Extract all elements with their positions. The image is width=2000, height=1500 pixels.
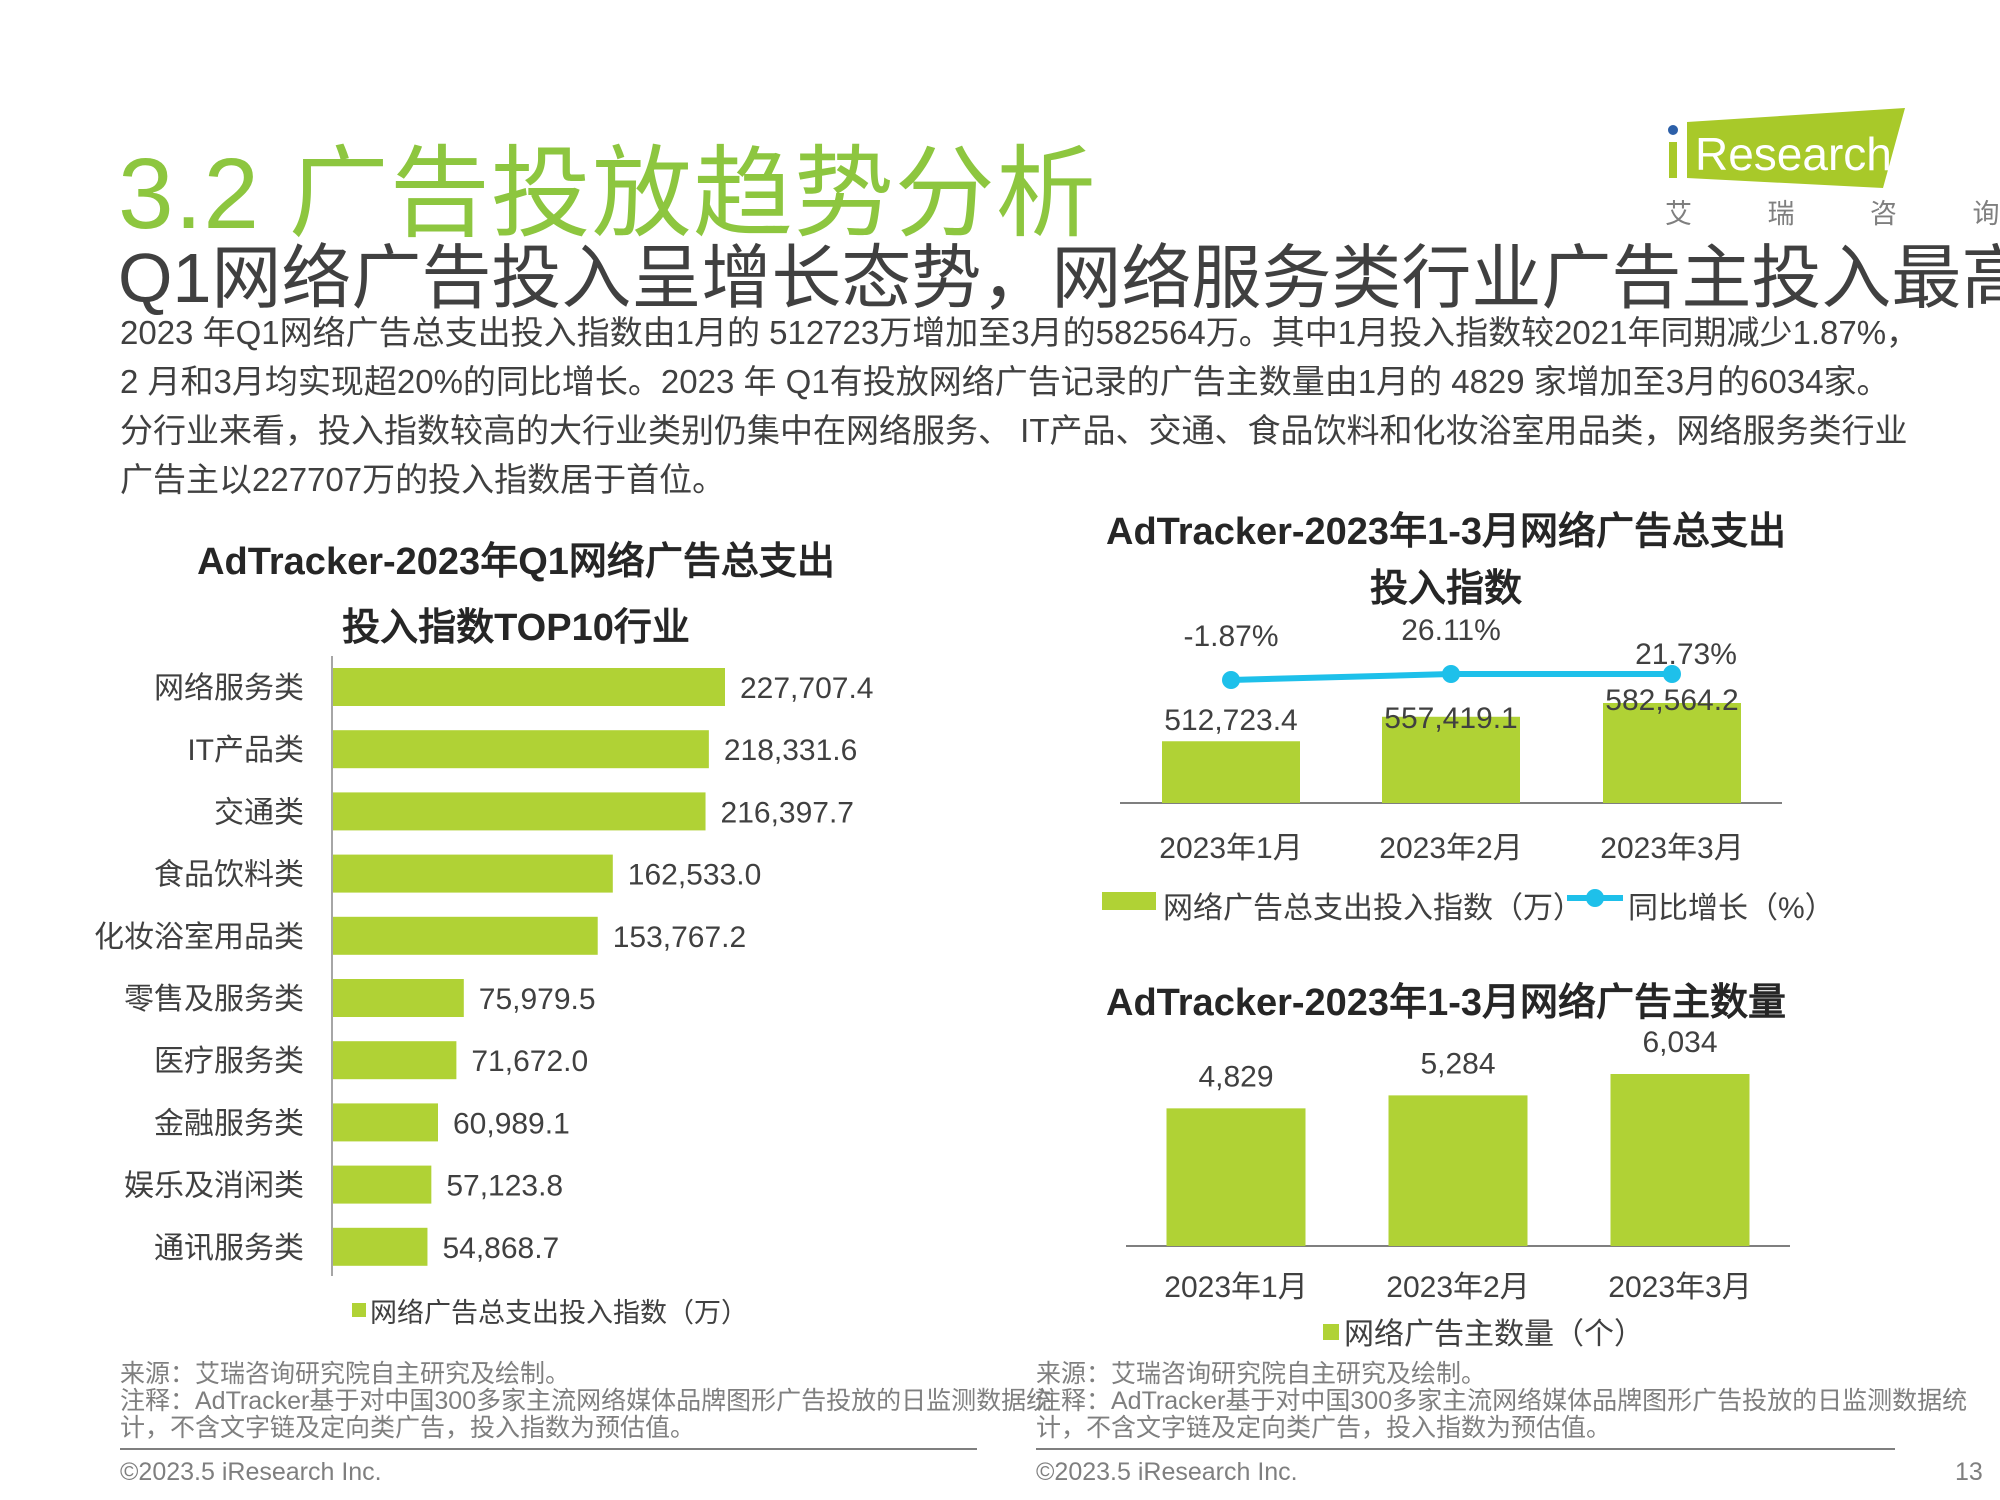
footnote-right-line1: 注释：AdTracker基于对中国300多家主流网络媒体品牌图形广告投放的日监测… (1036, 1387, 1968, 1415)
source-note: 来源：艾瑞咨询研究院自主研究及绘制。 (120, 1360, 571, 1388)
chart2-title-line2: 投入指数 (1369, 568, 1523, 610)
bar (333, 1041, 457, 1080)
category-label: 通讯服务类 (154, 1232, 304, 1265)
bar (333, 979, 464, 1017)
legend-line-marker (1586, 889, 1604, 907)
value-label: 60,989.1 (453, 1107, 570, 1140)
legend-swatch (352, 1303, 366, 1317)
bar-value-label: 582,564.2 (1605, 684, 1738, 717)
legend-line-label: 同比增长（%） (1628, 892, 1835, 925)
legend-swatch (1323, 1324, 1339, 1340)
chart1-title-line2: 投入指数TOP10行业 (342, 607, 690, 649)
summary-paragraph: 2023 年Q1网络广告总支出投入指数由1月的 512723万增加至3月的582… (120, 314, 1920, 498)
value-label: 5,284 (1420, 1047, 1495, 1080)
section-title: 3.2 广告投放趋势分析 (118, 138, 1097, 250)
x-tick-label: 2023年1月 (1159, 832, 1302, 865)
legend-label: 网络广告主数量（个） (1344, 1318, 1644, 1351)
copyright: ©2023.5 iResearch Inc. (120, 1458, 382, 1486)
bar (333, 1165, 432, 1204)
value-label: 71,672.0 (471, 1045, 588, 1078)
copyright-right: ©2023.5 iResearch Inc. (1036, 1458, 1298, 1486)
bar-value-label: 557,419.1 (1384, 702, 1517, 735)
logo-cn-text: 艾 瑞 咨 询 (1665, 199, 2000, 229)
chart1-title-line1: AdTracker-2023年Q1网络广告总支出 (197, 541, 835, 583)
category-label: 零售及服务类 (124, 983, 304, 1016)
x-tick-label: 2023年3月 (1608, 1271, 1751, 1304)
chart2-title-line1: AdTracker-2023年1-3月网络广告总支出 (1106, 511, 1786, 553)
value-label: 6,034 (1642, 1026, 1717, 1059)
page-number: 13 (1955, 1458, 1983, 1486)
chart3-title: AdTracker-2023年1-3月网络广告主数量 (1106, 982, 1786, 1024)
x-tick-label: 2023年1月 (1164, 1271, 1307, 1304)
value-label: 4,829 (1198, 1060, 1273, 1093)
bar (333, 854, 613, 893)
growth-label: -1.87% (1183, 620, 1278, 653)
footnote-line1: 注释：AdTracker基于对中国300多家主流网络媒体品牌图形广告投放的日监测… (120, 1387, 1052, 1415)
growth-label: 26.11% (1401, 614, 1501, 647)
value-label: 218,331.6 (724, 734, 857, 767)
bar (1382, 716, 1520, 803)
category-label: 娱乐及消闲类 (124, 1170, 304, 1203)
value-label: 227,707.4 (740, 672, 873, 705)
footer-divider (120, 1448, 977, 1450)
x-tick-label: 2023年2月 (1379, 832, 1522, 865)
iresearch-logo: Research 艾 瑞 咨 询 (1665, 100, 2000, 230)
value-label: 75,979.5 (479, 983, 596, 1016)
svg-text:Research: Research (1695, 128, 1892, 180)
footnote-line2: 计，不含文字链及定向类广告，投入指数为预估值。 (120, 1414, 696, 1442)
category-label: 交通类 (214, 796, 304, 829)
bar (333, 916, 598, 955)
value-label: 216,397.7 (721, 796, 854, 829)
bar (1388, 1095, 1528, 1246)
category-label: 金融服务类 (154, 1107, 304, 1140)
category-label: 网络服务类 (154, 672, 304, 705)
bar (1603, 703, 1741, 803)
source-note-right: 来源：艾瑞咨询研究院自主研究及绘制。 (1036, 1360, 1487, 1388)
growth-point (1222, 671, 1240, 689)
legend-bar-label: 网络广告总支出投入指数（万） (1163, 892, 1583, 925)
x-tick-label: 2023年2月 (1386, 1271, 1529, 1304)
bar (333, 730, 709, 769)
bar (1166, 1108, 1306, 1246)
x-tick-label: 2023年3月 (1600, 832, 1743, 865)
category-label: IT产品类 (187, 734, 304, 767)
value-label: 54,868.7 (442, 1232, 559, 1265)
legend-bar-swatch (1102, 892, 1156, 910)
growth-point (1442, 665, 1460, 683)
bar (333, 792, 706, 831)
category-label: 食品饮料类 (154, 859, 304, 892)
category-label: 医疗服务类 (154, 1045, 304, 1078)
bar (333, 1103, 438, 1142)
growth-point (1663, 665, 1681, 683)
category-label: 化妆浴室用品类 (94, 921, 304, 954)
bar (333, 668, 725, 706)
footer-divider-right (1036, 1448, 1895, 1450)
value-label: 57,123.8 (446, 1170, 563, 1203)
bar (1162, 741, 1300, 803)
legend-label: 网络广告总支出投入指数（万） (370, 1298, 748, 1328)
growth-label: 21.73% (1635, 638, 1737, 671)
bar (333, 1227, 428, 1266)
value-label: 162,533.0 (628, 859, 761, 892)
bar-value-label: 512,723.4 (1164, 704, 1297, 737)
value-label: 153,767.2 (613, 921, 746, 954)
bar (1610, 1074, 1750, 1246)
footnote-right-line2: 计，不含文字链及定向类广告，投入指数为预估值。 (1036, 1414, 1612, 1442)
slide-subtitle: Q1网络广告投入呈增长态势，网络服务类行业广告主投入最高 (118, 239, 2000, 317)
